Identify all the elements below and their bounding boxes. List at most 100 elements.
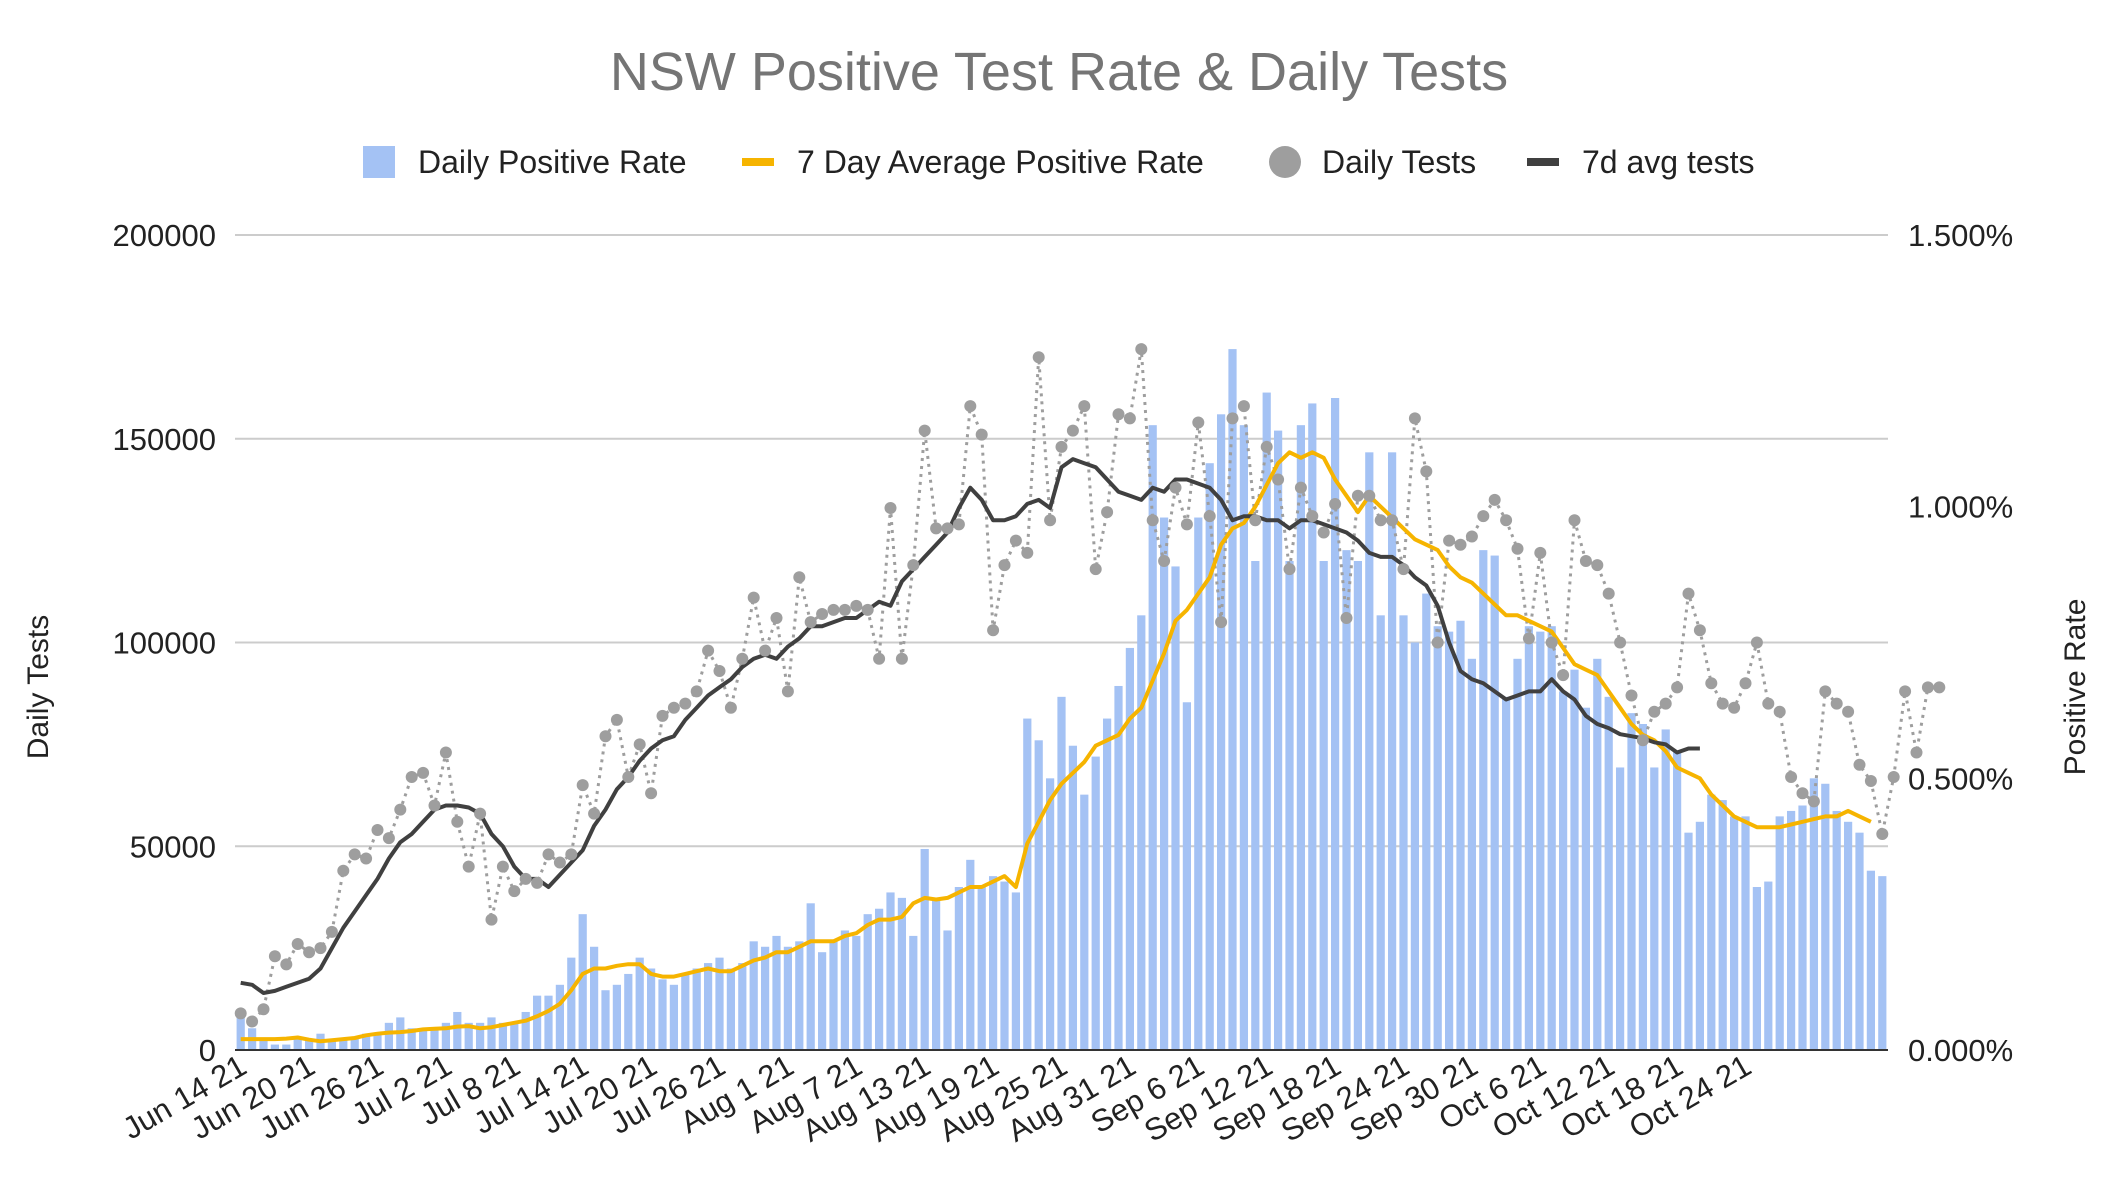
daily-tests-point xyxy=(1021,546,1034,559)
series-lines xyxy=(239,348,1940,1044)
daily-tests-point xyxy=(1078,400,1091,413)
daily-tests-point xyxy=(531,876,544,889)
daily-tests-point xyxy=(1762,697,1775,710)
rate-bar xyxy=(498,1022,508,1050)
rate-bar xyxy=(966,859,975,1050)
rate-bar xyxy=(1262,392,1271,1051)
rate-bar xyxy=(1821,783,1830,1050)
rate-bar xyxy=(795,941,804,1050)
daily-tests-point xyxy=(1636,734,1649,747)
daily-tests-point xyxy=(348,848,361,861)
avg-positive-rate-line xyxy=(240,450,1872,1044)
daily-tests-point xyxy=(873,652,886,665)
daily-tests-point xyxy=(759,644,772,657)
rate-bar xyxy=(681,973,690,1050)
rate-bar xyxy=(441,1022,451,1050)
right-tick-label: 1.000% xyxy=(1908,490,2013,525)
daily-tests-point xyxy=(1123,412,1136,425)
daily-tests-point xyxy=(987,624,1000,637)
rate-bar xyxy=(840,930,850,1050)
rate-bar xyxy=(1228,349,1237,1051)
rate-bar xyxy=(931,897,941,1050)
rate-bar xyxy=(1855,832,1864,1050)
rate-bar xyxy=(624,973,633,1050)
rate-bar xyxy=(407,1028,416,1050)
right-tick-label: 0.000% xyxy=(1908,1033,2013,1068)
legend-item-7-day-average-positive-rate[interactable]: 7 Day Average Positive Rate xyxy=(742,144,1204,180)
daily-tests-point xyxy=(656,709,669,722)
rate-bar xyxy=(236,1017,245,1050)
rate-bar xyxy=(1513,658,1522,1050)
left-tick-label: 0 xyxy=(199,1033,216,1068)
legend-item-7d-avg-tests[interactable]: 7d avg tests xyxy=(1527,144,1755,180)
daily-tests-point xyxy=(975,428,988,441)
daily-tests-point xyxy=(1237,400,1250,413)
rate-bar xyxy=(339,1039,348,1050)
daily-tests-point xyxy=(770,612,783,625)
rate-bar xyxy=(1159,517,1169,1050)
rate-bar xyxy=(1194,517,1203,1050)
rate-bar xyxy=(1672,751,1682,1050)
daily-tests-point xyxy=(793,571,806,584)
daily-tests-point xyxy=(588,807,601,820)
daily-tests-point xyxy=(713,665,726,678)
rate-bar xyxy=(1479,550,1488,1050)
rate-bar xyxy=(1456,620,1465,1050)
rate-bar xyxy=(1102,718,1112,1050)
rate-bar xyxy=(1034,740,1043,1050)
daily-tests-point xyxy=(998,559,1011,572)
rate-bar xyxy=(760,946,770,1050)
daily-tests-point xyxy=(645,787,658,800)
rate-bar xyxy=(909,935,918,1050)
daily-tests-point xyxy=(1249,514,1262,527)
daily-tests-point xyxy=(1807,795,1820,808)
rate-bar xyxy=(1422,593,1431,1050)
rate-bar xyxy=(1878,876,1887,1050)
rate-bar xyxy=(1627,713,1636,1050)
rate-bar xyxy=(1786,810,1796,1050)
rate-bar xyxy=(1547,626,1556,1050)
legend-label-daily-positive-rate: Daily Positive Rate xyxy=(418,144,687,180)
rate-bar xyxy=(1718,800,1727,1050)
daily-tests-point xyxy=(428,799,441,812)
legend-item-daily-tests[interactable]: Daily Tests xyxy=(1269,144,1476,180)
daily-tests-point xyxy=(268,950,281,963)
daily-tests-point xyxy=(1397,563,1410,576)
daily-tests-point xyxy=(610,713,623,726)
daily-tests-point xyxy=(1340,612,1353,625)
rate-bar xyxy=(658,979,667,1050)
daily-tests-point xyxy=(1773,705,1786,718)
daily-tests-point xyxy=(1477,510,1490,523)
daily-tests-point xyxy=(1750,636,1763,649)
daily-tests-point xyxy=(1705,677,1718,690)
daily-tests-point xyxy=(439,746,452,759)
daily-tests-point xyxy=(474,807,487,820)
rate-bar xyxy=(510,1022,519,1050)
daily-tests-point xyxy=(724,701,737,714)
rate-bar xyxy=(977,887,986,1050)
daily-tests-point xyxy=(1899,685,1912,698)
avg-tests-line xyxy=(240,457,1700,995)
rate-bar xyxy=(1045,778,1055,1050)
rate-bar xyxy=(1011,892,1021,1050)
rate-bar xyxy=(783,946,793,1050)
daily-tests-point xyxy=(1408,412,1421,425)
daily-tests-point xyxy=(1864,775,1877,788)
daily-tests-point xyxy=(542,848,555,861)
daily-tests-point xyxy=(565,848,578,861)
daily-tests-point xyxy=(1853,758,1866,771)
daily-tests-point xyxy=(246,1015,259,1028)
daily-tests-point xyxy=(702,644,715,657)
rate-bar xyxy=(259,1039,268,1050)
rate-bar xyxy=(1251,561,1260,1050)
rate-bar xyxy=(1296,425,1306,1051)
rate-bar xyxy=(635,957,644,1050)
rate-bar xyxy=(1593,658,1602,1050)
legend-item-daily-positive-rate[interactable]: Daily Positive Rate xyxy=(363,144,687,180)
rate-bar xyxy=(1490,555,1499,1050)
daily-tests-point xyxy=(1693,624,1706,637)
daily-tests-point xyxy=(417,766,430,779)
daily-tests-point xyxy=(314,942,327,955)
rate-bar xyxy=(293,1039,302,1050)
daily-tests-point xyxy=(405,770,418,783)
